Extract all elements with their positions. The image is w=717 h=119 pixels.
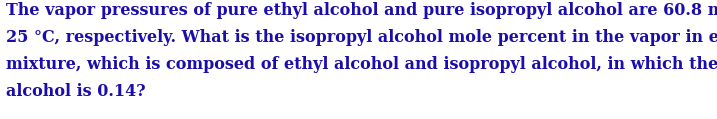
Text: The vapor pressures of pure ethyl alcohol and pure isopropyl alcohol are 60.8 mm: The vapor pressures of pure ethyl alcoho… — [6, 2, 717, 100]
